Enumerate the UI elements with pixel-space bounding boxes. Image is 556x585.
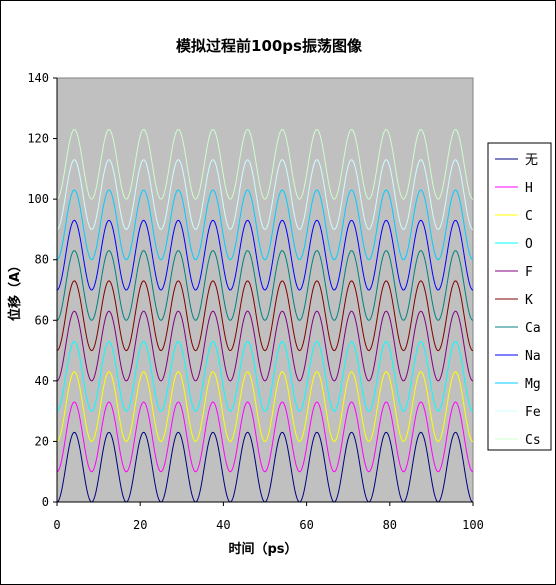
legend-label-9: Fe (525, 405, 541, 420)
legend-label-1: H (525, 181, 533, 196)
x-tick-label-1: 20 (133, 518, 147, 532)
series-line-4 (56, 310, 474, 382)
y-tick-label-6: 120 (27, 132, 49, 146)
legend-label-3: O (525, 237, 533, 252)
series-line-2 (56, 371, 474, 442)
x-tick-label-3: 60 (299, 518, 313, 532)
legend-label-2: C (525, 209, 533, 224)
y-tick-label-4: 80 (35, 253, 49, 267)
legend-label-8: Mg (525, 377, 541, 392)
y-tick-label-7: 140 (27, 71, 49, 85)
series-line-7 (56, 219, 474, 291)
legend-label-0: 无 (525, 153, 538, 168)
legend-label-4: F (525, 265, 533, 280)
series-line-6 (56, 250, 474, 321)
x-axis-title: 时间（ps） (228, 541, 297, 557)
legend-label-6: Ca (525, 321, 541, 336)
series-line-8 (56, 189, 474, 261)
series-line-5 (56, 280, 474, 352)
y-tick-label-3: 60 (35, 313, 49, 327)
legend-label-10: Cs (525, 433, 541, 448)
series-line-9 (56, 159, 474, 230)
legend-box (487, 142, 552, 451)
axis-layer: 0 20 40 60 80 100 120 140 0 20 40 60 80 100 (27, 71, 484, 532)
series-line-10 (56, 128, 474, 200)
series-line-1 (56, 401, 474, 473)
x-tick-label-2: 40 (216, 518, 230, 532)
y-tick-label-1: 20 (35, 434, 49, 448)
legend-label-7: Na (525, 349, 541, 364)
x-tick-label-4: 80 (383, 518, 397, 532)
y-tick-label-0: 0 (42, 495, 49, 509)
legend-label-5: K (525, 293, 533, 308)
chart-title: 模拟过程前100ps振荡图像 (176, 37, 363, 55)
x-tick-label-5: 100 (462, 518, 484, 532)
y-axis-title: 位移（A） (7, 259, 23, 321)
y-tick-label-2: 40 (35, 374, 49, 388)
series-line-3 (56, 340, 474, 412)
x-tick-label-0: 0 (53, 518, 60, 532)
y-tick-label-5: 100 (27, 192, 49, 206)
